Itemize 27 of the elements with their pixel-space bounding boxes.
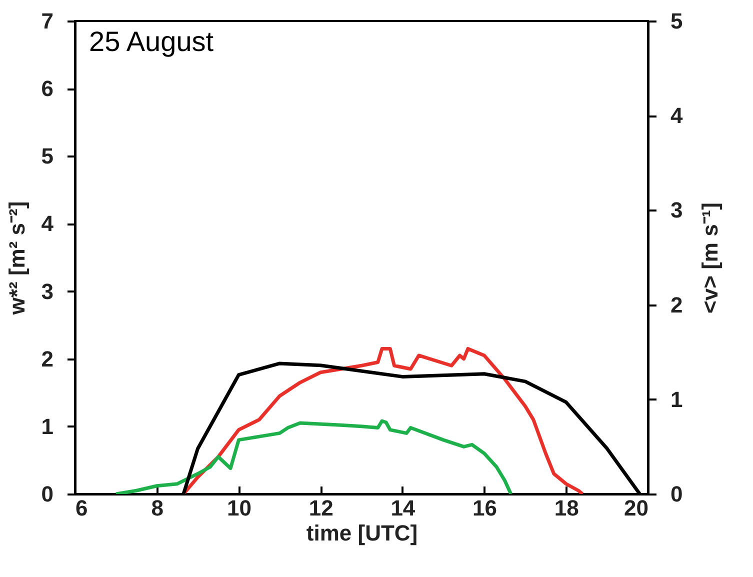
y-tick-label: 3 xyxy=(41,278,54,304)
y-tick-label: 2 xyxy=(41,346,54,372)
y-tick-label: 6 xyxy=(41,76,54,102)
y-axis-title: w*² [m² s⁻²] xyxy=(4,201,30,316)
y-tick-label: 1 xyxy=(41,414,54,439)
annotation: 25 August xyxy=(89,26,214,57)
y-tick-label: 5 xyxy=(41,144,54,169)
x-tick-label: 8 xyxy=(151,496,164,520)
y2-tick-label: 0 xyxy=(670,482,683,506)
y2-axis-title: <v> [m s⁻¹] xyxy=(698,202,723,314)
y-tick-label: 0 xyxy=(41,482,54,506)
x-tick-label: 18 xyxy=(554,496,579,520)
y2-tick-label: 1 xyxy=(670,386,683,412)
x-tick-label: 16 xyxy=(472,496,498,520)
y2-tick-label: 3 xyxy=(670,198,683,223)
x-tick-label: 10 xyxy=(226,496,252,520)
y2-tick-label: 5 xyxy=(670,8,683,34)
x-tick-label: 20 xyxy=(624,496,648,520)
line-series xyxy=(114,419,513,494)
x-axis-title: time [UTC] xyxy=(306,520,418,546)
y-tick-label: 4 xyxy=(41,211,54,236)
x-tick-label: 12 xyxy=(308,496,334,520)
y-tick-label: 7 xyxy=(41,8,54,34)
y2-tick-label: 4 xyxy=(670,103,684,128)
y2-tick-label: 2 xyxy=(670,292,683,318)
x-tick-label: 14 xyxy=(390,496,416,520)
x-tick-label: 6 xyxy=(76,496,88,520)
